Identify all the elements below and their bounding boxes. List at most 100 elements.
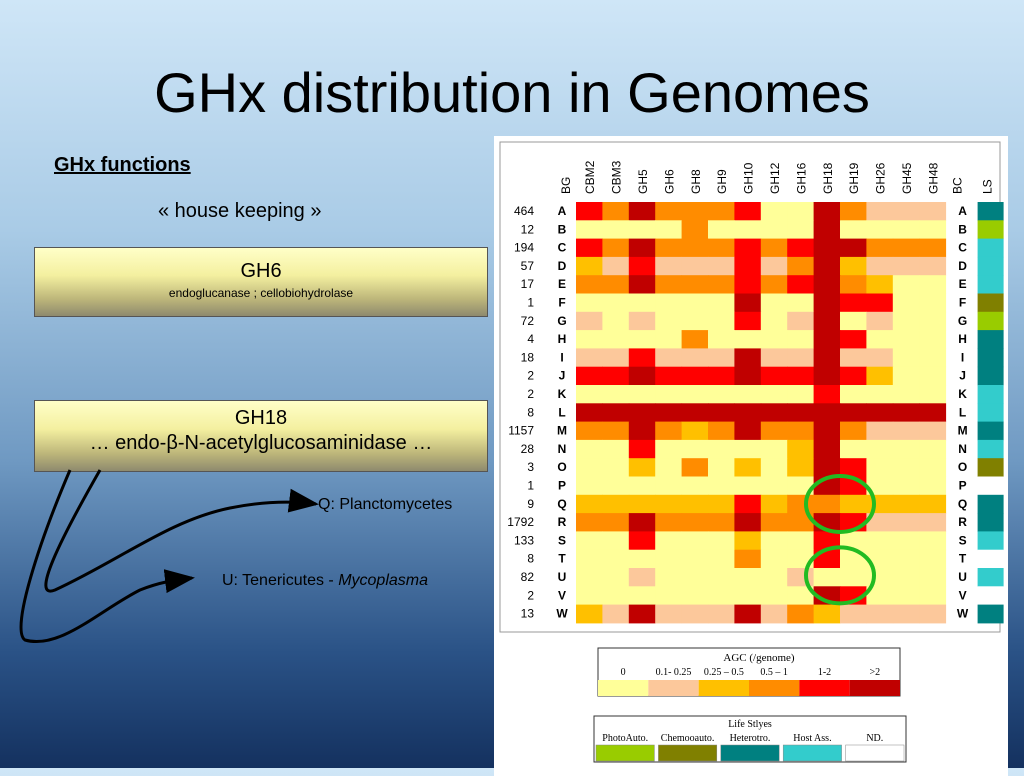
heat-cell [787, 330, 815, 349]
arrow-to-q [44, 469, 319, 593]
ls-cell [977, 494, 1004, 514]
heat-cell [628, 568, 656, 587]
heat-cell [602, 275, 630, 294]
heat-cell [602, 256, 630, 276]
column-header-gh26: GH26 [874, 162, 888, 194]
heat-cell [787, 586, 815, 606]
heat-cell [681, 293, 709, 313]
heat-cell [734, 275, 762, 294]
ls-legend-label: Chemooauto. [661, 733, 715, 744]
ls-cell [977, 458, 1004, 477]
heat-cell [602, 568, 630, 587]
heat-cell [840, 421, 867, 441]
heatmap-svg: BG CBM2 CBM3 GH5 GH6 GH8 GH9 GH10 GH12 GH16 GH18 GH… [499, 141, 1004, 763]
heat-cell [787, 458, 815, 477]
heat-cell [628, 513, 656, 532]
heat-cell [866, 421, 894, 441]
heat-cell [734, 366, 762, 386]
heat-cell [628, 439, 656, 459]
heat-cell [681, 531, 709, 551]
ls-header: LS [981, 179, 995, 194]
heat-cell [576, 604, 603, 624]
heat-cell [892, 439, 920, 459]
functions-heading: GHx functions [54, 154, 191, 176]
heat-cell [919, 256, 947, 276]
heat-cell [655, 439, 683, 459]
heat-cell [655, 238, 683, 258]
column-header-gh10: GH10 [742, 162, 756, 194]
agc-legend-label: 0.5 – 1 [760, 667, 788, 678]
genome-count: 133 [514, 533, 534, 547]
heat-cell [760, 275, 788, 294]
bg-label: I [560, 350, 563, 364]
agc-legend-label: >2 [870, 667, 881, 678]
heat-cell [866, 202, 894, 221]
heat-cell [760, 293, 788, 313]
heat-cell [787, 348, 815, 368]
agc-legend-swatch [648, 680, 699, 696]
heat-cell [655, 476, 683, 496]
heat-cell [602, 238, 630, 258]
heat-cell [681, 476, 709, 496]
heat-cell [919, 330, 947, 349]
heat-cell [655, 330, 683, 349]
ls-cell [977, 220, 1004, 240]
heat-cell [813, 311, 841, 331]
heat-cell [760, 494, 788, 514]
heat-cell [734, 439, 762, 459]
bg-label: J [559, 369, 566, 383]
heat-cell [919, 403, 947, 423]
heat-cell [840, 439, 867, 459]
ls-cell [977, 531, 1004, 551]
heat-cell [787, 275, 815, 294]
heat-cell [734, 311, 762, 331]
heat-cell [787, 385, 815, 404]
heat-cell [840, 568, 867, 587]
heat-cell [576, 403, 603, 423]
heat-cell [655, 458, 683, 477]
bc-label: M [958, 424, 968, 438]
heat-cell [576, 275, 603, 294]
agc-legend-swatch [698, 680, 749, 696]
genome-count: 1 [527, 296, 534, 310]
housekeeping-label: « house keeping » [158, 200, 322, 222]
heat-cell [734, 385, 762, 404]
heat-cell [919, 311, 947, 331]
heat-cell [787, 202, 815, 221]
highlight-circle-q [804, 473, 876, 534]
heat-cell [840, 330, 867, 349]
heat-cell [655, 513, 683, 532]
column-header-gh19: GH19 [847, 162, 861, 194]
heat-cell [602, 439, 630, 459]
heat-cell [602, 348, 630, 368]
ls-legend-swatch [595, 744, 655, 762]
heat-cell [892, 549, 920, 569]
ls-cell [977, 330, 1004, 349]
heat-cell [602, 311, 630, 331]
heat-cell [866, 586, 894, 606]
bc-label: R [958, 515, 967, 529]
genome-count: 8 [527, 405, 534, 419]
heat-cell [840, 220, 867, 240]
ls-cell [977, 293, 1004, 313]
heat-cell [813, 531, 841, 551]
heat-cell [760, 385, 788, 404]
genome-count: 82 [521, 570, 535, 584]
heat-cell [655, 549, 683, 569]
genome-count: 12 [521, 222, 535, 236]
bc-label: D [958, 259, 967, 273]
heat-cell [655, 202, 683, 221]
heat-cell [919, 476, 947, 496]
heat-cell [919, 293, 947, 313]
bc-label: L [959, 405, 966, 419]
heat-cell [760, 202, 788, 221]
heat-cell [866, 311, 894, 331]
heat-cell [866, 275, 894, 294]
bg-label: M [557, 424, 567, 438]
heat-cell [892, 531, 920, 551]
column-header-gh5: GH5 [636, 169, 650, 194]
ls-cell [977, 586, 1004, 606]
heat-cell [655, 421, 683, 441]
heat-cell [655, 348, 683, 368]
ls-cell [977, 549, 1004, 569]
